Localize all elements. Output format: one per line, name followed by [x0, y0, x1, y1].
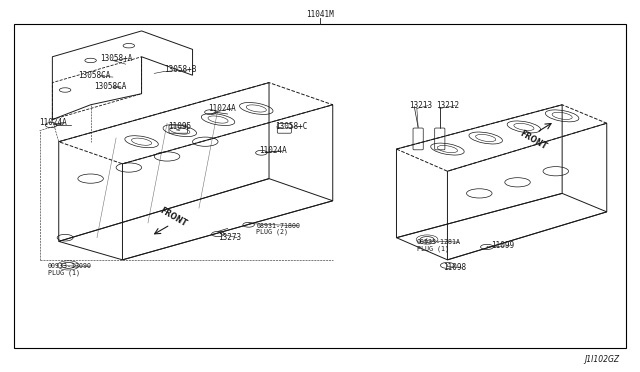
Text: 08931-71800: 08931-71800 — [256, 223, 300, 229]
Text: 00933-13090: 00933-13090 — [48, 263, 92, 269]
Text: 11099: 11099 — [491, 241, 514, 250]
Text: 11098: 11098 — [443, 263, 466, 272]
Text: 13058CA: 13058CA — [78, 71, 110, 80]
Text: 13058+B: 13058+B — [164, 65, 196, 74]
Text: PLUG (1): PLUG (1) — [417, 246, 449, 252]
Text: 13273: 13273 — [218, 233, 241, 242]
Text: 11024A: 11024A — [259, 147, 287, 155]
Text: 13058+A: 13058+A — [100, 54, 132, 63]
Text: PLUG (2): PLUG (2) — [256, 229, 288, 235]
Text: 00933-1281A: 00933-1281A — [417, 239, 461, 245]
Text: PLUG (1): PLUG (1) — [48, 270, 80, 276]
Text: FRONT: FRONT — [518, 129, 548, 151]
Text: 11024A: 11024A — [209, 104, 236, 113]
Text: FRONT: FRONT — [159, 206, 188, 229]
Text: 11041M: 11041M — [306, 10, 334, 19]
Text: 13058+C: 13058+C — [275, 122, 308, 131]
Text: 13058CA: 13058CA — [94, 82, 126, 91]
Text: 13213: 13213 — [409, 101, 433, 110]
Text: 13212: 13212 — [436, 101, 459, 110]
Text: J1I102GZ: J1I102GZ — [584, 355, 620, 364]
Text: 11024A: 11024A — [40, 118, 67, 127]
Text: 11095: 11095 — [168, 122, 191, 131]
